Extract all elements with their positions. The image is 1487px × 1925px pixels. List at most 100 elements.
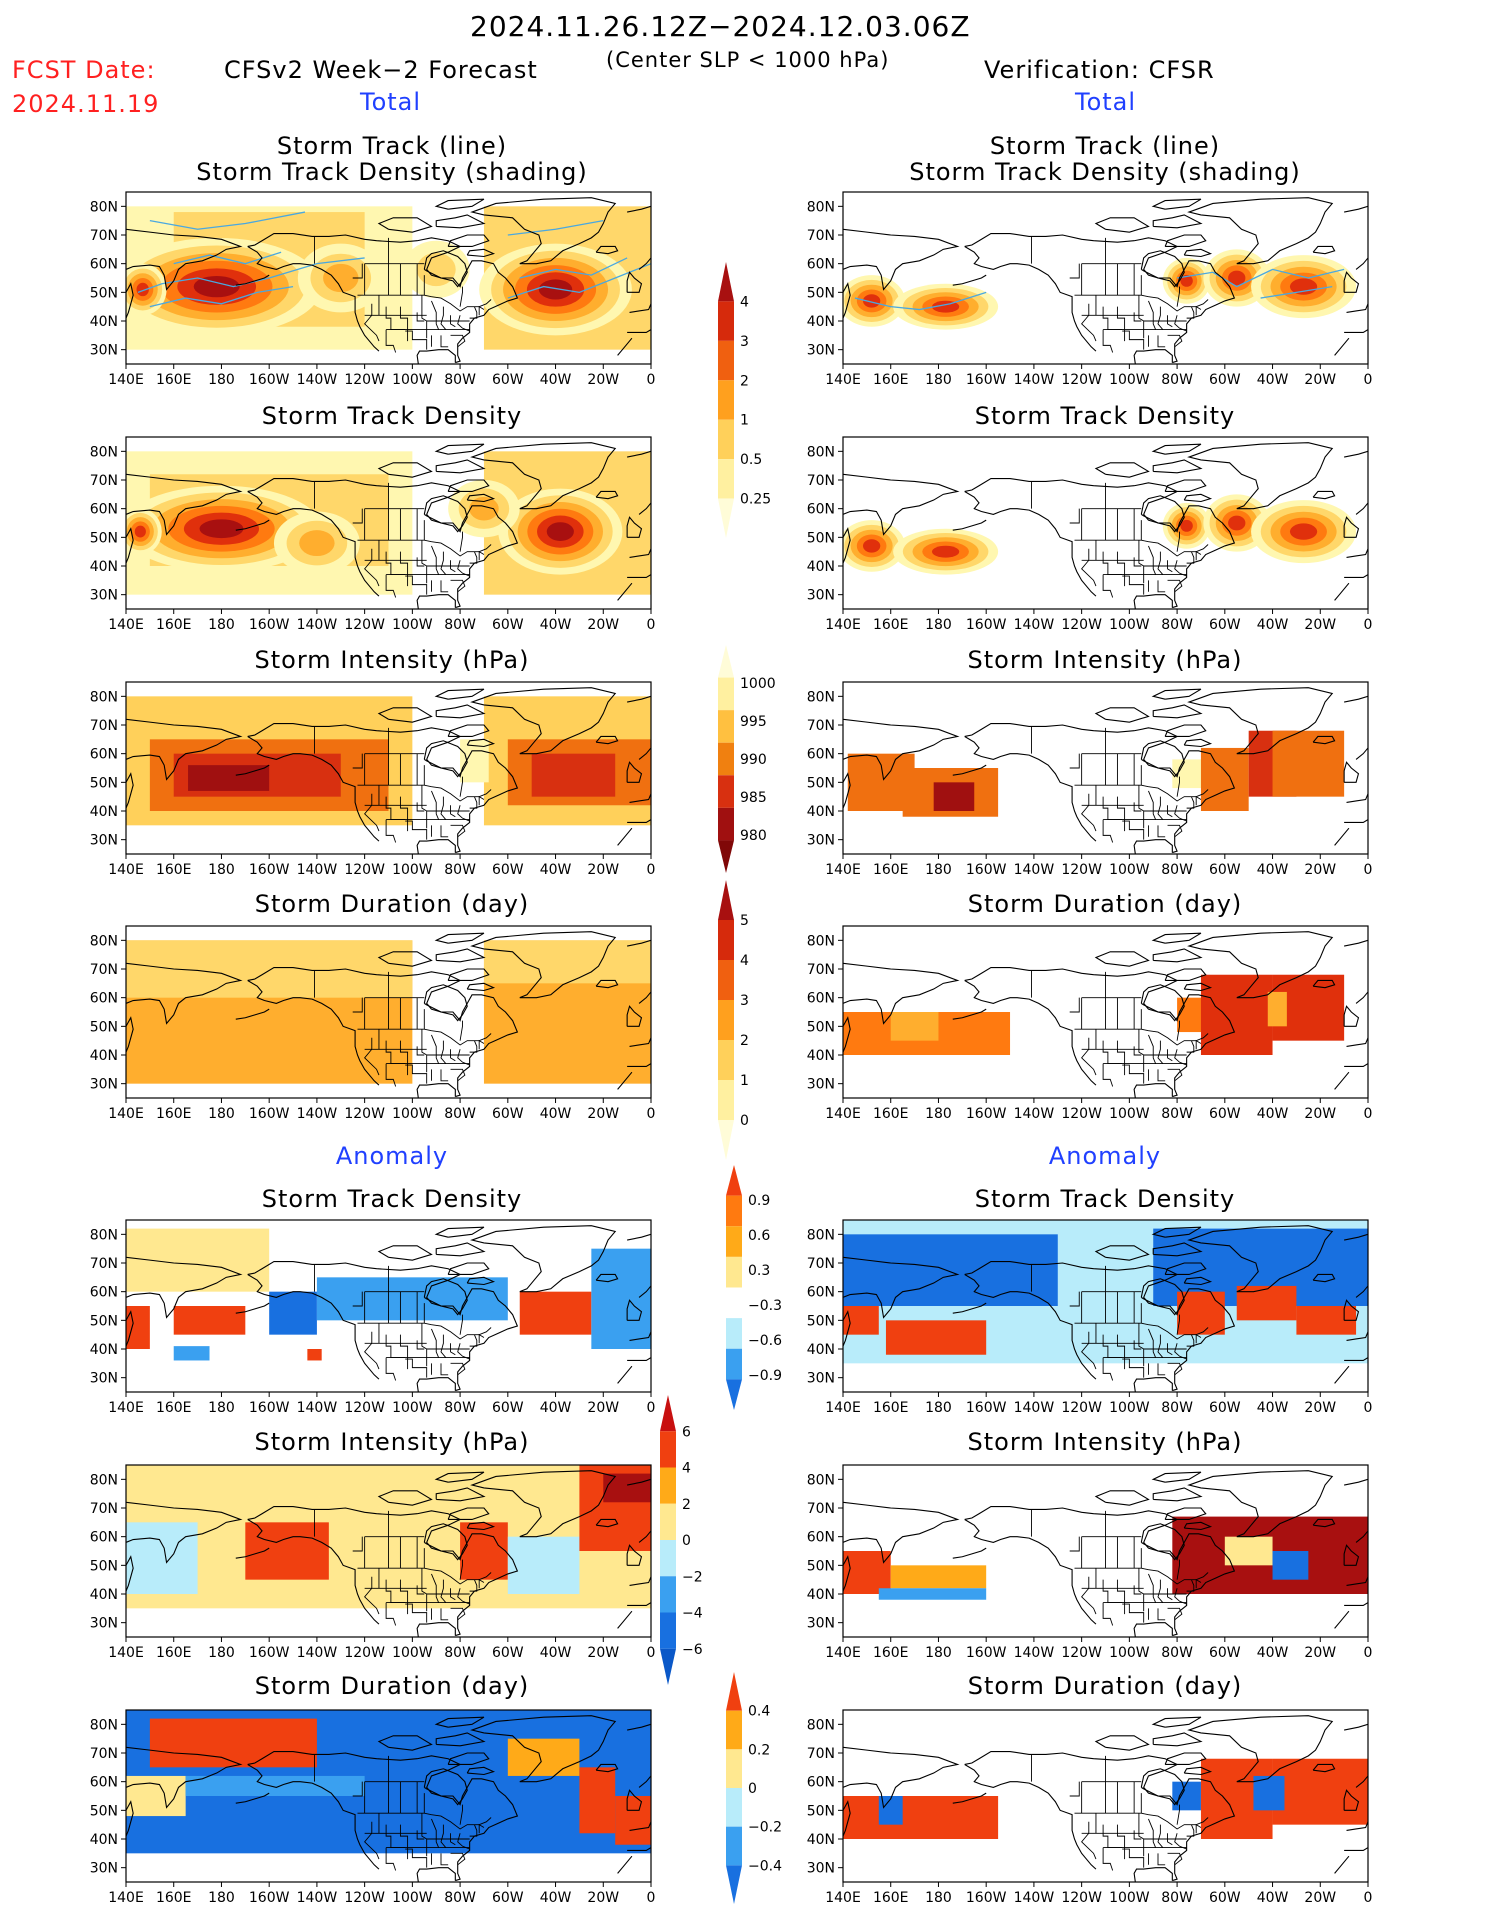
lon-tick-label: 160W [249, 862, 290, 878]
lon-tick-label: 140W [297, 1890, 338, 1906]
colorbar-segment [660, 1612, 676, 1649]
lat-tick-label: 70N [807, 962, 835, 978]
coastline [466, 248, 496, 258]
border-line [1176, 531, 1180, 552]
colorbar-segment [660, 1576, 676, 1613]
coastline [1312, 245, 1336, 255]
coastline [416, 594, 456, 609]
lon-tick-label: 140W [297, 1645, 338, 1661]
coastline [1343, 761, 1360, 783]
lon-tick-label: 160E [873, 862, 909, 878]
border-line [469, 306, 478, 319]
lon-tick-label: 160E [873, 1106, 909, 1122]
lon-tick-label: 160E [873, 1645, 909, 1661]
coastline [1346, 1331, 1368, 1341]
border-line [1069, 508, 1080, 524]
border-line [1167, 1049, 1173, 1062]
border-line [399, 1579, 409, 1615]
border-line [1133, 1585, 1142, 1595]
border-line [1167, 1362, 1183, 1376]
border-line [478, 1039, 485, 1050]
anomaly-label-right: Anomaly [1048, 1142, 1162, 1170]
coastline [1344, 205, 1368, 213]
border-line [1074, 1567, 1209, 1585]
map-field [126, 1465, 651, 1637]
border-line [1138, 1813, 1145, 1857]
data-cell [126, 1522, 198, 1594]
map-frame [125, 925, 652, 1099]
data-cell [126, 940, 413, 998]
border-line [1074, 1322, 1209, 1340]
coastline [1151, 198, 1202, 210]
coastline [1344, 939, 1368, 947]
border-line [1081, 548, 1097, 587]
border-line [1116, 1579, 1126, 1615]
coastline [843, 1256, 960, 1319]
coastline [1183, 738, 1213, 748]
border-line [364, 1821, 380, 1860]
border-line [385, 1602, 397, 1626]
border-line [1176, 1020, 1180, 1041]
anomaly-label-left: Anomaly [335, 1142, 449, 1170]
coastline [1133, 594, 1173, 609]
data-cell [1172, 1781, 1201, 1811]
coastline [638, 502, 651, 515]
border-line [469, 1824, 478, 1837]
lon-tick-label: 120W [1061, 862, 1102, 878]
border-line [364, 793, 380, 832]
border-line [364, 303, 380, 342]
border-line [469, 1579, 478, 1592]
border-line [450, 579, 466, 593]
coastline [627, 1602, 651, 1607]
coastline [629, 1331, 651, 1341]
coastline [627, 329, 651, 334]
border-line [1102, 574, 1114, 598]
lat-tick-label: 70N [807, 473, 835, 489]
map-panel-left-1: 140E 160E 180 160W 140W 120W 100W 80W 60W 40W 20W 0… [90, 436, 655, 633]
lat-tick-label: 30N [90, 1616, 118, 1632]
border-line [1138, 1568, 1145, 1612]
lon-tick-label: 100W [1109, 1645, 1150, 1661]
lon-tick-label: 80W [1161, 1400, 1193, 1416]
coastline [470, 197, 617, 265]
lon-tick-label: 140E [108, 372, 144, 388]
border-line [1138, 785, 1145, 829]
coastline [423, 740, 468, 778]
lon-tick-label: 140E [108, 1400, 144, 1416]
coastline [235, 1302, 270, 1314]
colorbar-density-total: 4 3 2 1 0.5 0.25 [718, 262, 771, 538]
coastline [843, 1501, 960, 1564]
border-line [416, 312, 425, 322]
coastline [126, 1016, 134, 1053]
map-frame [842, 925, 1369, 1099]
border-line [421, 1813, 428, 1857]
coastline [1152, 704, 1203, 719]
colorbar-segment [718, 677, 734, 711]
storm-track-line [519, 257, 628, 279]
lon-tick-label: 40W [540, 862, 572, 878]
data-cell [185, 1775, 365, 1796]
lon-tick-label: 120W [1061, 617, 1102, 633]
lon-tick-label: 80W [1161, 1106, 1193, 1122]
colorbar-cap-bottom [726, 1865, 742, 1904]
border-line [1186, 796, 1195, 809]
lat-tick-label: 80N [807, 1472, 835, 1488]
coastline [466, 493, 496, 503]
border-line [385, 1847, 397, 1871]
coastline [1346, 793, 1368, 803]
border-line [469, 551, 478, 564]
border-line [1122, 575, 1145, 595]
lon-tick-label: 180 [925, 1106, 952, 1122]
border-line [1102, 1357, 1114, 1381]
lon-tick-label: 180 [208, 1400, 235, 1416]
coastline [435, 1487, 486, 1502]
lon-tick-label: 20W [587, 1400, 619, 1416]
border-line [440, 580, 449, 593]
coastline [416, 1083, 456, 1098]
lon-tick-label: 140E [825, 372, 861, 388]
period-title: 2024.11.26.12Z−2024.12.03.06Z [470, 10, 971, 43]
coastline [843, 1746, 960, 1809]
border-line [421, 1568, 428, 1612]
coastline [627, 1723, 651, 1731]
lon-tick-label: 20W [1304, 862, 1336, 878]
